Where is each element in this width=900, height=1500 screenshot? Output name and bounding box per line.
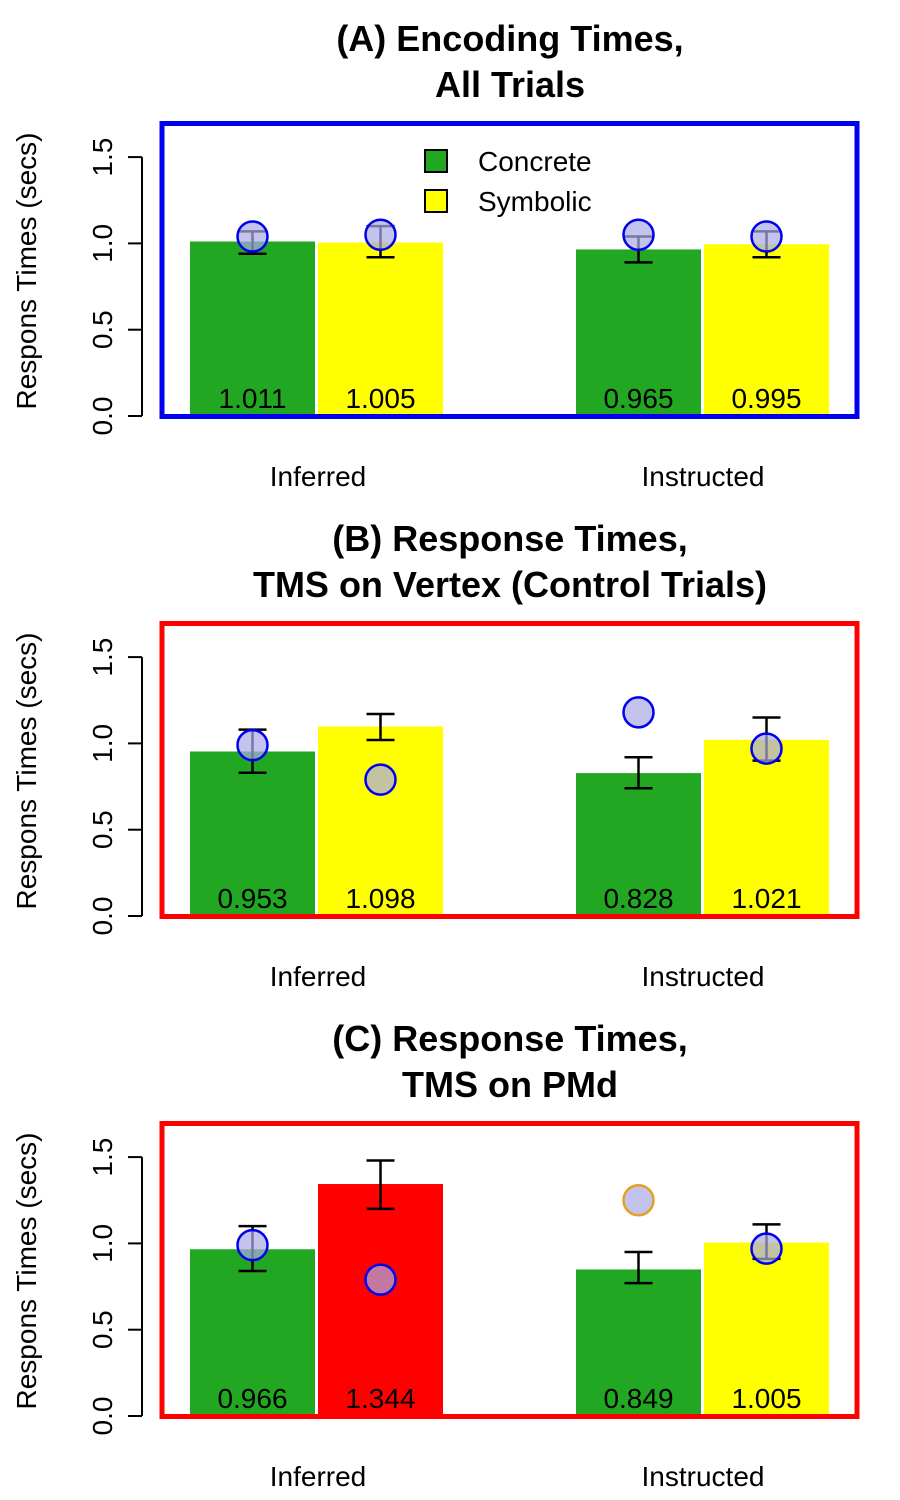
mean-marker (364, 763, 397, 796)
mean-marker (622, 218, 655, 252)
bar-value-label: 1.021 (731, 883, 801, 914)
chart-title: (C) Response Times, (332, 1018, 687, 1059)
bar-value-label: 0.995 (731, 383, 801, 414)
bar-value-label: 0.965 (603, 383, 673, 414)
mean-marker (364, 1263, 397, 1296)
bar-symbolic-instructed (704, 1242, 829, 1416)
legend-label-symbolic: Symbolic (478, 186, 592, 217)
bar-concrete-instructed (576, 1269, 701, 1416)
mean-marker (236, 1228, 269, 1262)
plot-frame (159, 621, 860, 919)
bar-concrete-inferred (190, 751, 315, 916)
y-axis-label: Respons Times (secs) (11, 133, 42, 410)
bar-value-label: 0.966 (217, 1383, 287, 1414)
y-tick-label: 0.0 (87, 1397, 118, 1436)
bar-value-label: 0.828 (603, 883, 673, 914)
chart-panel-c: (C) Response Times, TMS on PMd Respons Tim… (11, 1018, 860, 1492)
category-label: Instructed (642, 461, 765, 492)
y-tick-label: 1.0 (87, 1224, 118, 1263)
bar-concrete-instructed (576, 773, 701, 916)
chart-panel-b: (B) Response Times, TMS on Vertex (Contro… (11, 518, 860, 992)
bar-value-label: 1.098 (345, 883, 415, 914)
bar-value-label: 1.005 (345, 383, 415, 414)
chart-title: TMS on PMd (402, 1064, 618, 1105)
y-tick-label: 0.0 (87, 897, 118, 936)
bar-symbolic-inferred (318, 726, 443, 916)
y-tick-label: 1.0 (87, 224, 118, 263)
mean-marker (236, 220, 269, 253)
mean-marker (750, 732, 783, 765)
mean-marker (622, 1184, 655, 1217)
bar-value-label: 1.344 (345, 1383, 415, 1414)
bar-concrete-inferred (190, 1249, 315, 1416)
category-label: Inferred (270, 1461, 367, 1492)
chart-title: (A) Encoding Times, (336, 18, 683, 59)
bar-symbolic-inferred (318, 242, 443, 416)
y-tick-label: 0.5 (87, 1310, 118, 1349)
bar-symbolic-inferred (318, 1184, 443, 1416)
bar-concrete-inferred (190, 241, 315, 416)
y-tick-label: 0.0 (87, 397, 118, 436)
mean-marker (622, 696, 655, 729)
legend-swatch-symbolic (424, 189, 448, 213)
y-axis-label: Respons Times (secs) (11, 1133, 42, 1410)
plot-frame (159, 121, 860, 419)
legend-swatch-concrete (424, 149, 448, 173)
chart-title: TMS on Vertex (Control Trials) (253, 564, 767, 605)
y-tick-label: 1.5 (87, 1138, 118, 1177)
category-label: Inferred (270, 461, 367, 492)
y-tick-label: 0.5 (87, 810, 118, 849)
legend-label-concrete: Concrete (478, 146, 592, 177)
chart-title: (B) Response Times, (332, 518, 687, 559)
y-tick-label: 1.5 (87, 138, 118, 177)
mean-marker (750, 220, 783, 253)
bar-value-label: 0.953 (217, 883, 287, 914)
bar-value-label: 1.005 (731, 1383, 801, 1414)
mean-marker (236, 728, 269, 762)
bar-symbolic-instructed (704, 244, 829, 416)
chart-title: All Trials (435, 64, 585, 105)
bar-symbolic-instructed (704, 739, 829, 916)
y-tick-label: 0.5 (87, 310, 118, 349)
chart-panel-a: (A) Encoding Times, All Trials Respons Tim… (11, 18, 860, 492)
bar-value-label: 0.849 (603, 1383, 673, 1414)
mean-marker (364, 218, 397, 252)
plot-frame (159, 1121, 860, 1419)
y-tick-label: 1.5 (87, 638, 118, 677)
category-label: Instructed (642, 961, 765, 992)
y-tick-label: 1.0 (87, 724, 118, 763)
y-axis-label: Respons Times (secs) (11, 633, 42, 910)
bar-value-label: 1.011 (219, 383, 287, 414)
mean-marker (750, 1232, 783, 1265)
category-label: Instructed (642, 1461, 765, 1492)
category-label: Inferred (270, 961, 367, 992)
bar-concrete-instructed (576, 249, 701, 416)
